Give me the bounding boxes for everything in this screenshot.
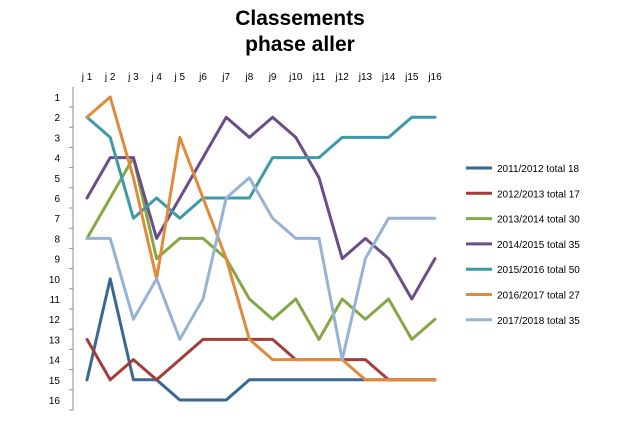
- x-tick-label: j 1: [81, 72, 93, 83]
- x-tick-label: j7: [221, 72, 230, 83]
- legend-label: 2017/2018 total 35: [497, 316, 580, 327]
- x-tick-label: j12: [335, 72, 350, 83]
- y-tick-label: 4: [54, 154, 60, 165]
- series-line-5: [85, 115, 437, 220]
- legend-label: 2016/2017 total 27: [497, 291, 580, 302]
- series-line-6: [85, 95, 437, 382]
- x-tick-label: j13: [358, 72, 373, 83]
- series-line-4: [85, 115, 437, 301]
- chart-title: Classements phase aller: [0, 6, 600, 58]
- x-tick-label: j10: [288, 72, 303, 83]
- y-tick-label: 2: [54, 113, 60, 124]
- x-tick-label: j14: [381, 72, 396, 83]
- legend-label: 2012/2013 total 17: [497, 189, 580, 200]
- y-tick-label: 11: [50, 295, 61, 306]
- series-line-3: [85, 156, 437, 341]
- y-tick-label: 8: [54, 234, 60, 245]
- y-tick-label: 5: [54, 174, 60, 185]
- legend-label: 2011/2012 total 18: [497, 164, 580, 175]
- x-tick-label: j8: [245, 72, 254, 83]
- y-tick-label: 9: [54, 255, 60, 266]
- x-tick-label: j9: [268, 72, 277, 83]
- y-tick-label: 7: [54, 214, 60, 225]
- legend: 2011/2012 total 18 2012/2013 total 17 2013…: [466, 164, 580, 327]
- y-tick-label: 1: [54, 93, 60, 104]
- chart-title-line1: Classements: [235, 7, 365, 30]
- y-tick-label: 3: [54, 133, 60, 144]
- legend-label: 2014/2015 total 35: [497, 240, 580, 251]
- y-tick-label: 12: [49, 315, 61, 326]
- series-line-7: [85, 176, 437, 362]
- series-line-2: [85, 337, 437, 382]
- y-tick-label: 16: [49, 396, 61, 407]
- x-tick-label: j 3: [127, 72, 139, 83]
- x-tick-label: j11: [312, 72, 326, 83]
- x-axis-ticks: j 1 j 2 j 3 j 4 j 5 j6 j7 j8 j9 j10 j11 j12 j13 j14 j1…: [81, 72, 442, 83]
- x-tick-label: j16: [427, 72, 442, 83]
- x-tick-label: j 2: [104, 72, 116, 83]
- y-tick-label: 13: [49, 335, 61, 346]
- y-tick-label: 14: [49, 356, 61, 367]
- legend-label: 2015/2016 total 50: [497, 265, 580, 276]
- x-tick-label: j 5: [174, 72, 186, 83]
- x-tick-label: j6: [198, 72, 207, 83]
- y-tick-label: 10: [49, 275, 61, 286]
- chart-title-line2: phase aller: [245, 33, 355, 56]
- y-tick-label: 15: [49, 376, 61, 387]
- x-tick-label: j 4: [150, 72, 162, 83]
- legend-label: 2013/2014 total 30: [497, 215, 580, 226]
- series-lines: [85, 95, 437, 402]
- y-tick-label: 6: [54, 194, 60, 205]
- x-tick-label: j15: [404, 72, 419, 83]
